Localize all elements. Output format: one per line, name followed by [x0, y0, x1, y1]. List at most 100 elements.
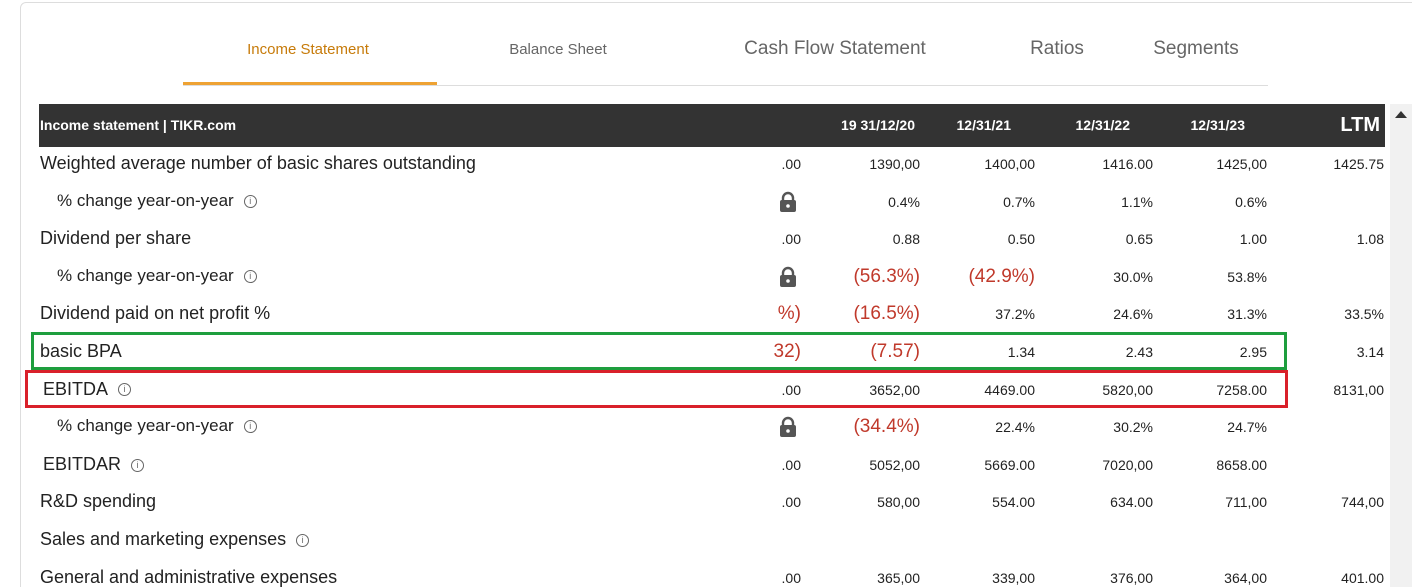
- value-cell: 364,00: [1224, 569, 1267, 586]
- value-cell: 7020,00: [1102, 456, 1153, 473]
- value-cell: 30.0%: [1113, 268, 1153, 285]
- value-cell: .00: [781, 231, 801, 248]
- value-cell: 0.7%: [1003, 193, 1035, 210]
- value-cell: 1425,00: [1216, 156, 1267, 172]
- row-label: % change year-on-year i: [57, 191, 257, 211]
- value-cell: 1.34: [1007, 344, 1035, 360]
- value-cell: 24.6%: [1113, 306, 1153, 323]
- row-label-text: EBITDAR: [43, 453, 122, 474]
- value-cell: 7258.00: [1216, 381, 1267, 398]
- value-cell: .00: [781, 569, 801, 586]
- value-cell: 376,00: [1110, 569, 1153, 586]
- card: [20, 2, 1412, 587]
- row-label: basic BPA: [40, 341, 122, 362]
- value-cell: .00: [781, 494, 801, 511]
- row-label: General and administrative expenses: [40, 567, 337, 587]
- info-icon[interactable]: i: [131, 458, 145, 472]
- row-label-text: R&D spending: [40, 491, 157, 512]
- value-cell: 22.4%: [995, 419, 1035, 436]
- tab[interactable]: Cash Flow Statement: [744, 38, 926, 59]
- row-label-text: Dividend paid on net profit %: [40, 303, 271, 324]
- row-label-text: Weighted average number of basic shares …: [40, 153, 476, 173]
- info-icon[interactable]: i: [296, 533, 310, 547]
- value-cell: 37.2%: [995, 306, 1035, 323]
- value-cell: .00: [781, 156, 801, 172]
- value-cell: .00: [781, 456, 801, 473]
- info-icon[interactable]: i: [243, 269, 257, 283]
- value-cell: 3652,00: [869, 381, 920, 398]
- value-cell: 33.5%: [1344, 306, 1384, 323]
- row-label-text: Sales and marketing expenses: [40, 529, 287, 549]
- tab[interactable]: Balance Sheet: [509, 41, 607, 58]
- lock-icon: [779, 416, 797, 443]
- row-label-text: basic BPA: [40, 341, 122, 361]
- tab[interactable]: Segments: [1153, 38, 1239, 59]
- value-cell: 1390,00: [869, 156, 920, 172]
- column-header: 12/31/23: [1190, 117, 1246, 133]
- value-cell: 339,00: [992, 569, 1035, 586]
- row-highlight: [31, 332, 1287, 370]
- column-header: LTM: [1340, 114, 1380, 136]
- row-label: Dividend paid on net profit %: [40, 303, 270, 324]
- value-cell: .00: [781, 381, 801, 398]
- row-label: % change year-on-year i: [57, 266, 257, 286]
- info-icon[interactable]: i: [118, 383, 132, 397]
- value-cell: 1416.00: [1102, 156, 1153, 172]
- row-label: Dividend per share: [40, 228, 191, 249]
- active-tab-underline: [183, 82, 437, 85]
- value-cell: 1425.75: [1333, 156, 1384, 172]
- value-cell: 32): [773, 341, 801, 362]
- row-label-text: % change year-on-year: [57, 190, 234, 210]
- info-icon[interactable]: i: [243, 194, 257, 208]
- value-cell: 5669.00: [984, 456, 1035, 473]
- value-cell: 744,00: [1341, 494, 1384, 511]
- row-label-text: % change year-on-year: [57, 265, 234, 285]
- row-label-text: Dividend per share: [40, 228, 192, 249]
- value-cell: 1400,00: [984, 156, 1035, 172]
- row-label: EBITDAR i: [43, 453, 145, 475]
- table-header: [39, 104, 1385, 147]
- column-header: 12/31/22: [1075, 117, 1131, 133]
- row-label: % change year-on-year i: [57, 416, 257, 436]
- lock-icon: [779, 191, 797, 218]
- row-label: Weighted average number of basic shares …: [40, 153, 476, 174]
- value-cell: (34.4%): [853, 416, 920, 438]
- value-cell: 580,00: [877, 494, 920, 511]
- value-cell: (56.3%): [853, 265, 920, 287]
- column-header: 12/31/21: [956, 117, 1012, 133]
- value-cell: 2.43: [1125, 344, 1153, 360]
- row-label-text: % change year-on-year: [57, 416, 234, 436]
- value-cell: 1.1%: [1121, 193, 1153, 210]
- row-highlight: [25, 369, 1288, 408]
- value-cell: 2.95: [1239, 344, 1267, 360]
- value-cell: 24.7%: [1227, 419, 1267, 436]
- value-cell: 0.50: [1007, 231, 1035, 248]
- tab[interactable]: Income Statement: [247, 41, 369, 58]
- value-cell: %): [777, 303, 801, 325]
- value-cell: 30.2%: [1113, 419, 1153, 436]
- column-header: Income statement | TIKR.com: [40, 117, 237, 133]
- value-cell: (42.9%): [968, 265, 1035, 287]
- scroll-up[interactable]: [1390, 104, 1412, 124]
- info-icon[interactable]: i: [243, 420, 257, 434]
- value-cell: 31.3%: [1227, 306, 1267, 323]
- value-cell: 711,00: [1225, 494, 1267, 511]
- value-cell: 1.08: [1356, 231, 1384, 248]
- value-cell: 0.4%: [888, 193, 920, 210]
- value-cell: 554.00: [992, 494, 1035, 511]
- scrollbar[interactable]: [1390, 104, 1412, 587]
- value-cell: 365,00: [877, 569, 920, 586]
- row-label: Sales and marketing expenses i: [40, 529, 310, 550]
- value-cell: 5052,00: [869, 456, 920, 473]
- value-cell: 1.00: [1239, 231, 1267, 248]
- column-header: 19 31/12/20: [841, 117, 915, 133]
- tab-divider: [183, 85, 1268, 86]
- value-cell: 53.8%: [1227, 268, 1267, 285]
- row-label: R&D spending: [40, 491, 156, 512]
- value-cell: 3.14: [1356, 344, 1384, 360]
- value-cell: 0.88: [892, 231, 920, 248]
- value-cell: 8131,00: [1333, 381, 1384, 398]
- tab[interactable]: Ratios: [1030, 38, 1084, 59]
- row-label-text: EBITDA: [43, 378, 109, 399]
